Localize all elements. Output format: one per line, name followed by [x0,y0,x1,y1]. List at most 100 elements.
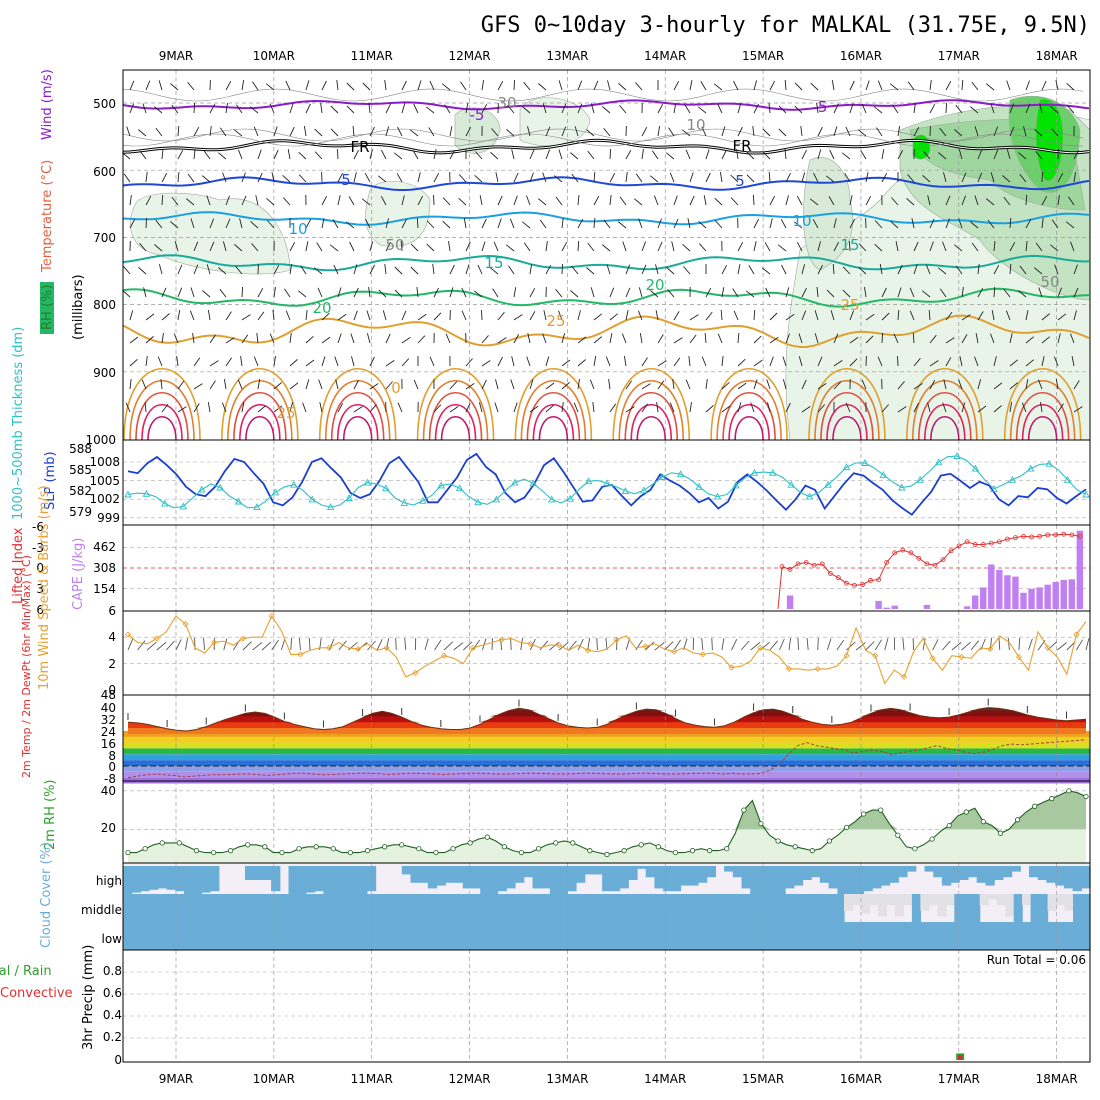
wind-barb [928,309,931,321]
wind-barb [668,127,675,137]
wind-barb [303,126,307,137]
cloud-cell-low [148,922,158,950]
wind-barb [574,126,579,137]
wind-barb [913,358,921,367]
temp-band [123,742,1090,749]
wind-barb [737,402,742,413]
li-point [900,547,906,553]
wind-barb [129,218,136,229]
cloud-cell-low [182,922,192,950]
wind-barb [638,218,643,229]
wind-barb [369,383,379,390]
cloud-cell-middle [241,894,251,922]
wind-barb [481,103,488,114]
wind-barb [641,241,647,252]
wind-barb [586,129,595,137]
cloud-cell-low [326,922,336,950]
temp-band [123,748,1090,755]
wind-barb [986,198,995,206]
wind-barb [689,314,699,321]
wind-barb [623,356,627,367]
cloud-cell-low [530,922,540,950]
wind-barb [318,379,323,390]
wind-barb [192,333,195,344]
surface-isotherm-loop [918,391,972,441]
surface-isotherm-loop [227,380,293,441]
cloud-cell-middle [945,894,955,906]
wind-barb [1037,379,1043,390]
cloud-cell-low [869,922,879,950]
wind-barb [1019,265,1027,275]
cloud-cell-low [1022,922,1032,950]
thickness-point [787,480,795,488]
wind-point [642,643,649,650]
li-point [860,582,865,587]
wind-point [556,642,563,649]
wind-barb [337,313,347,321]
rh-point [895,832,901,838]
wind-barb [316,242,323,252]
wind-barb [753,335,762,344]
cloud-cell-high [898,866,908,878]
cape-bar [1060,579,1067,609]
surface-wind-barb [252,642,263,651]
wind-point [412,669,419,676]
thickness-point [879,470,888,478]
cloud-cell-low [988,922,998,950]
wind-barb [1041,195,1048,206]
wind-barb [313,267,323,275]
wind-barb [737,103,742,114]
cloud-cell-middle [598,894,608,922]
cloud-cell-middle [886,894,896,906]
wind-barb [619,105,627,114]
surface-isotherm-loop [722,391,776,441]
wind-barb [1054,264,1059,275]
wind-barb [1066,82,1075,91]
surface-wind-barb [635,639,643,651]
cloud-cell-middle [530,894,540,922]
wind-barb [810,82,819,91]
cloud-cell-middle [911,894,921,922]
wind-barb [221,402,227,413]
cloud-cell-high [314,866,324,892]
contour-label: 15 [840,236,859,254]
wind-barb [177,264,183,275]
wind-barb [1073,172,1077,183]
rh-contour [122,88,1084,102]
wind-barb [489,267,499,275]
rh-point [279,849,285,856]
wind-barb [253,126,259,137]
temp-band [123,760,1090,766]
wind-barb [429,80,435,91]
contour-label: 25 [840,296,859,314]
wind-barb [193,383,203,390]
wind-barb [833,360,843,367]
wind-barb [426,243,435,252]
thickness-point [326,503,335,511]
wind-barb [622,241,627,252]
wind-barb [945,357,952,367]
wind-barb [977,405,987,413]
cloud-cell-low [360,922,370,950]
cloud-cell-middle [776,894,786,922]
rh-point [826,838,832,844]
temp-minmax-marker: I [869,703,872,714]
wind-barb [721,356,724,367]
cloud-cell-low [233,922,243,950]
cloud-cell-high [340,866,351,894]
cloud-cell-high [175,866,185,892]
panel-frame [122,439,1091,526]
wind-barb [444,104,451,114]
cloud-cell-middle [699,894,709,922]
precip-legend-convective: Convective [0,986,73,1001]
cloud-cell-middle [224,894,234,922]
wind-barb [785,172,791,183]
surface-wind-barb [242,641,252,651]
wind-tick-4: 4 [108,630,116,644]
wind-barb [186,198,195,206]
wind-barb [921,290,931,298]
wind-barb [876,127,883,137]
wind-barb [561,241,568,252]
cloud-cell-middle [233,894,243,922]
wind-barb [897,381,905,390]
